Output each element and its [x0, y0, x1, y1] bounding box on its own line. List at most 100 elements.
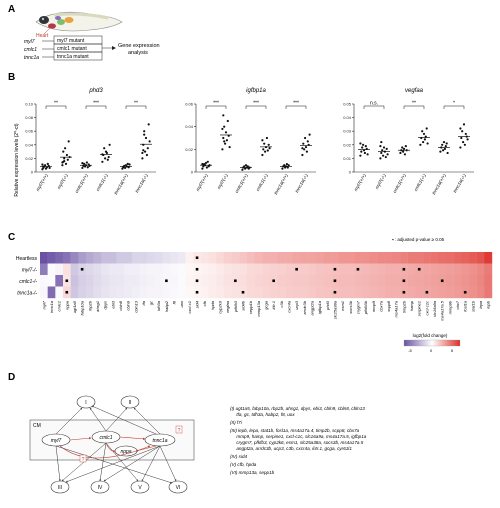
heatmap-cell — [231, 286, 240, 299]
significance-bracket — [45, 105, 67, 109]
data-point — [105, 151, 108, 155]
heatmap-column-label: phd3 — [325, 300, 330, 311]
data-point — [385, 147, 388, 150]
data-point — [224, 142, 227, 145]
dotplot-igfbp1a: igfbp1a 0 0.02 0.04 0.06 myl7(+/+) myl7(-/-) cm… — [185, 88, 316, 195]
heatmap-column-label: nppa — [64, 300, 69, 310]
heatmap-cell — [131, 275, 140, 287]
data-point — [379, 145, 382, 148]
data-point — [81, 166, 84, 170]
data-point — [286, 166, 289, 169]
x-tick-label: cmlc1(+/+) — [234, 173, 249, 194]
heatmap-cell — [269, 286, 278, 299]
data-point — [263, 142, 266, 145]
heatmap-cell — [300, 275, 309, 287]
nonsignificant-marker — [234, 279, 237, 283]
legend-line-2: (II) f7i — [230, 420, 243, 425]
heatmap-cell — [377, 263, 385, 276]
heatmap-cell — [285, 263, 294, 276]
data-point — [426, 142, 429, 145]
data-point — [442, 140, 446, 144]
data-point — [439, 150, 442, 153]
heatmap-cell — [200, 275, 209, 287]
significance-bracket — [85, 105, 107, 109]
heatmap-cell — [147, 275, 156, 287]
heatmap-cell — [40, 263, 48, 276]
heatmap-cell — [70, 252, 79, 264]
heatmap-column-label: uox — [179, 300, 184, 307]
heatmap-column-label: serpine1 — [417, 301, 422, 316]
data-point — [462, 123, 466, 126]
heatmap-cell — [55, 252, 64, 264]
heatmap-column-label: slc25a38a — [332, 300, 337, 319]
y-tick-label: 0.05 — [343, 102, 352, 107]
heatmap-cell — [139, 252, 148, 264]
data-point — [228, 145, 231, 149]
heatmap-cell — [78, 252, 87, 264]
data-point — [148, 140, 151, 143]
heatmap-cell — [254, 275, 263, 287]
heatmap-cell — [70, 286, 79, 299]
data-point — [67, 140, 70, 143]
heatmap-cell — [331, 252, 339, 264]
data-point — [268, 147, 271, 150]
heatmap-cell — [70, 275, 79, 287]
heatmap-cell — [269, 263, 278, 276]
heatmap-cell — [323, 263, 332, 276]
heatmap-cell — [200, 252, 209, 264]
heatmap-cell — [108, 275, 117, 287]
heatmap-cell — [423, 263, 431, 276]
data-point — [281, 167, 284, 170]
heatmap-cell — [239, 263, 248, 276]
data-point — [402, 147, 406, 150]
heatmap-cell — [400, 252, 408, 264]
data-point — [446, 151, 449, 155]
data-point — [462, 140, 465, 144]
heatmap-column-label: sepp1b — [248, 300, 253, 314]
significance-bracket — [443, 105, 465, 109]
legend-line-6: angpt2a, arrdc3b, ucp3, c3b, cxcr4a, il4… — [230, 446, 352, 451]
dot-plots: phd3 0 0.02 0.04 0.06 0.08 0.10 myl7(+/+) myl7(-… — [25, 88, 474, 195]
heatmap-cell — [108, 263, 117, 276]
nonsignificant-marker — [440, 279, 444, 283]
heatmap-cell — [139, 263, 148, 276]
nonsignificant-marker — [195, 279, 199, 283]
heatmap-cell — [246, 286, 255, 299]
heatmap-cell — [484, 275, 493, 287]
data-point — [283, 164, 286, 167]
heatmap-cell — [446, 263, 454, 276]
nonsignificant-marker — [417, 267, 421, 271]
heatmap-cell — [223, 275, 232, 287]
heatmap-cell — [484, 286, 493, 299]
data-point — [366, 153, 369, 156]
data-point — [106, 158, 109, 161]
mutant-tnnc1a: tnnc1a mutant — [57, 54, 89, 60]
y-tick-label: 0.02 — [25, 156, 34, 161]
heatmap-cell — [78, 286, 87, 299]
heatmap-cell — [124, 286, 133, 299]
heatmap-row-label: Heartless — [16, 256, 38, 262]
mutant-cmlc1: cmlc1 mutant — [57, 46, 87, 52]
x-tick-label: tnnc1a(-/-) — [134, 173, 149, 194]
heatmap-cell — [131, 263, 140, 276]
data-point — [359, 142, 362, 145]
heatmap-cell — [162, 252, 171, 264]
significance-label: *** — [253, 101, 259, 107]
heatmap-cell — [131, 286, 140, 299]
heatmap-cell — [177, 263, 186, 276]
y-tick-label: 0.10 — [25, 102, 34, 107]
data-point — [261, 153, 264, 157]
heatmap-column-label: myl7 — [41, 300, 46, 309]
heatmap-cell — [323, 286, 332, 299]
data-point — [144, 150, 147, 153]
heatmap-cell — [108, 252, 117, 264]
data-point — [399, 151, 402, 155]
heatmap-cell — [139, 275, 148, 287]
panel-c: C ▪ : adjusted p-value ≥ 0.05 Heartless m… — [8, 232, 493, 353]
heatmap-column-label: esm1 — [340, 301, 345, 311]
heatmap-cell — [292, 286, 301, 299]
y-tick-label: 0.01 — [343, 156, 352, 161]
y-tick-label: 0.06 — [25, 129, 34, 134]
data-point — [262, 148, 265, 151]
data-point — [226, 119, 229, 123]
